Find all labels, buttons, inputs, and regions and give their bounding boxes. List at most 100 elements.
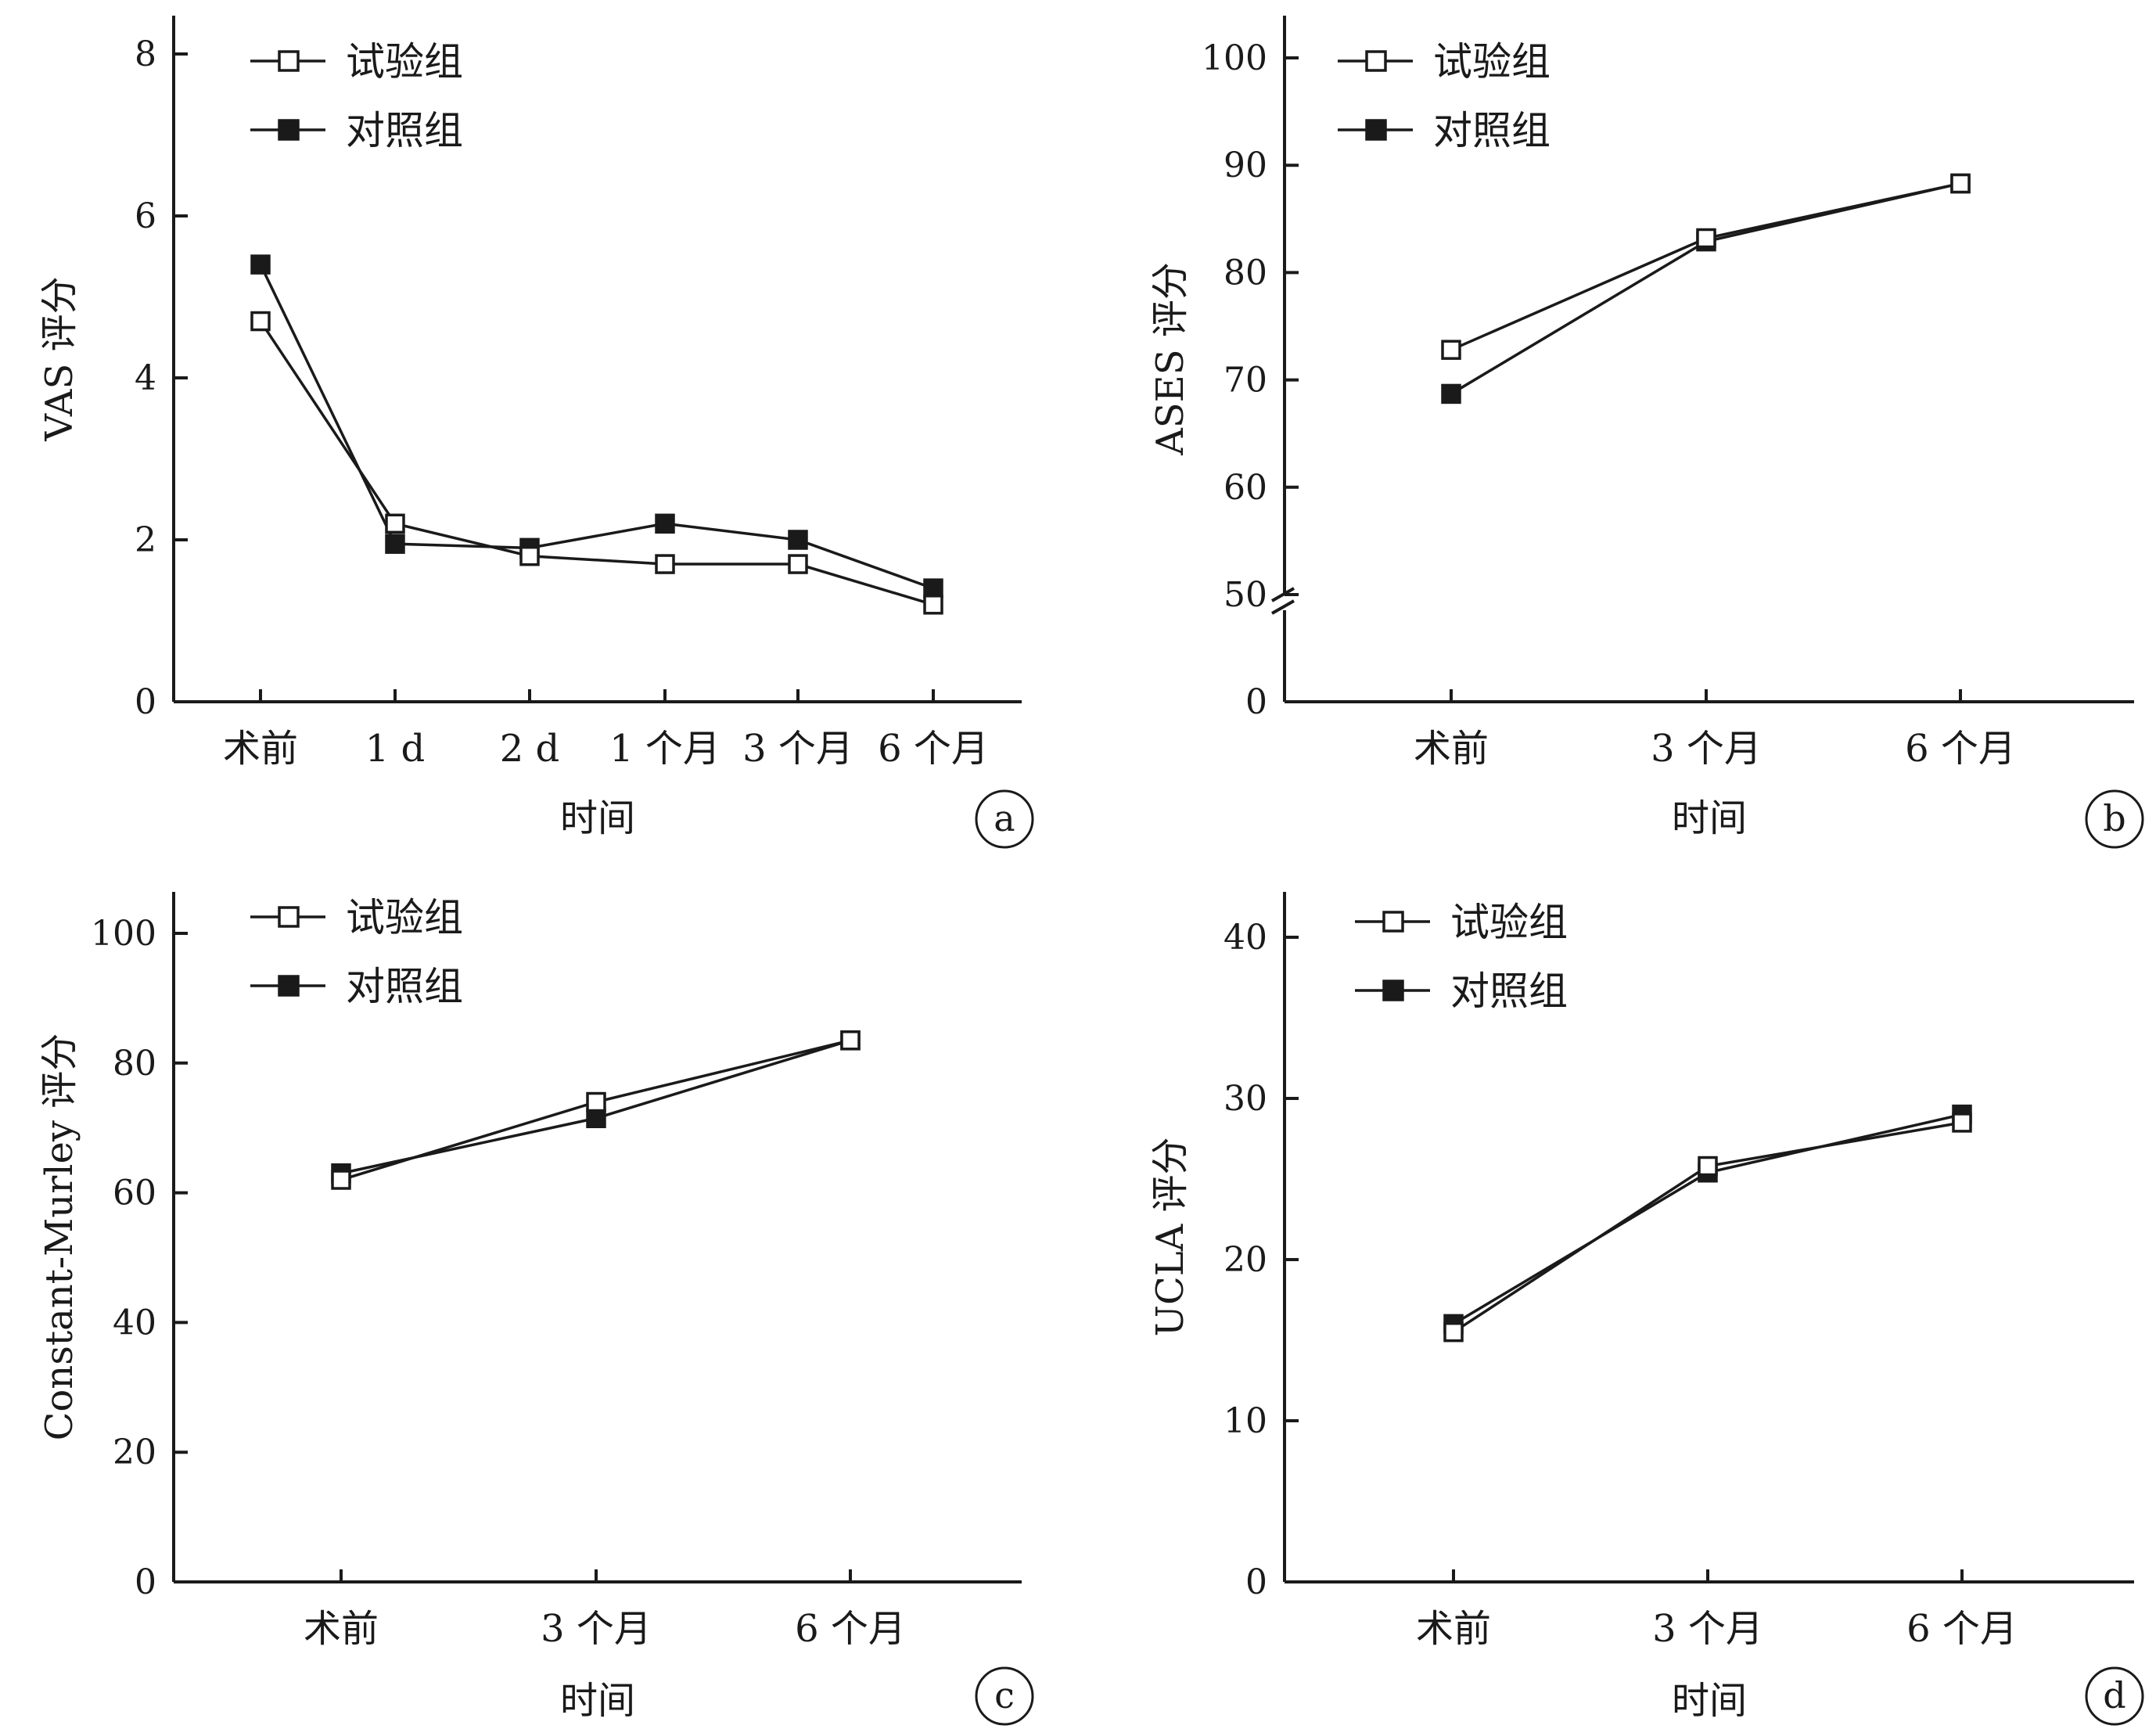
y-tick-label: 8 xyxy=(135,34,156,74)
control-point xyxy=(923,578,943,598)
experimental-point xyxy=(788,554,808,574)
axis-break-mark xyxy=(1271,587,1295,602)
x-tick-label: 术前 xyxy=(1414,727,1489,771)
x-tick-label: 6 个月 xyxy=(878,727,989,771)
panel-label-circle xyxy=(2085,1666,2144,1726)
axis-break-mark xyxy=(1271,599,1295,615)
control-point xyxy=(250,254,271,275)
y-tick-label: 20 xyxy=(1224,1240,1267,1280)
experimental-point xyxy=(519,545,540,566)
legend-marker-control xyxy=(1382,980,1404,1001)
y-tick-label: 50 xyxy=(1224,575,1267,615)
x-tick-label: 2 d xyxy=(500,727,560,771)
y-tick-label: 20 xyxy=(113,1432,156,1472)
y-axis-title: UCLA 评分 xyxy=(1148,1138,1192,1337)
x-axis-title: 时间 xyxy=(1672,1679,1747,1723)
experimental-point xyxy=(1443,1321,1464,1343)
x-axis-title: 时间 xyxy=(560,1679,635,1723)
x-tick-label: 6 个月 xyxy=(795,1607,906,1651)
experimental-point xyxy=(1696,228,1716,249)
series-line-experimental xyxy=(1450,182,1961,351)
y-tick-label: 2 xyxy=(135,520,156,560)
series-line-control xyxy=(1450,182,1961,395)
panel-label-circle xyxy=(975,789,1034,849)
legend-label: 对照组 xyxy=(1433,108,1551,153)
x-tick-label: 术前 xyxy=(1416,1607,1491,1651)
y-tick-label: 6 xyxy=(135,196,156,236)
y-tick-label: 80 xyxy=(113,1044,156,1084)
legend-marker-experimental xyxy=(1382,911,1404,933)
legend-marker-control xyxy=(278,119,300,141)
legend-label: 试验组 xyxy=(346,39,463,84)
x-tick-label: 术前 xyxy=(223,727,298,771)
experimental-point xyxy=(840,1030,861,1051)
x-tick-label: 3 个月 xyxy=(742,727,853,771)
y-tick-label: 100 xyxy=(1202,38,1267,78)
y-tick-label: 0 xyxy=(135,682,156,722)
legend-label: 对照组 xyxy=(1450,969,1568,1014)
y-tick-label: 70 xyxy=(1224,361,1267,401)
x-tick-label: 3 个月 xyxy=(1651,727,1762,771)
y-tick-label: 0 xyxy=(1245,682,1267,722)
y-tick-label: 40 xyxy=(113,1303,156,1343)
panel-label-circle xyxy=(2085,789,2144,849)
y-axis-title: VAS 评分 xyxy=(38,276,81,441)
control-point xyxy=(385,534,405,554)
legend-marker-control xyxy=(278,975,300,997)
experimental-point xyxy=(923,595,943,615)
y-tick-label: 30 xyxy=(1224,1079,1267,1119)
x-tick-label: 1 个月 xyxy=(609,727,720,771)
x-axis-title: 时间 xyxy=(1672,796,1747,840)
experimental-point xyxy=(1952,1113,1972,1133)
y-tick-label: 0 xyxy=(135,1562,156,1602)
panel-label: b xyxy=(2103,797,2125,839)
y-axis-title: Constant-Murley 评分 xyxy=(38,1033,81,1441)
panel-label: c xyxy=(994,1674,1015,1716)
experimental-point xyxy=(250,311,271,332)
control-point xyxy=(1441,383,1461,404)
y-tick-label: 4 xyxy=(135,358,156,398)
legend-label: 试验组 xyxy=(346,895,463,940)
experimental-point xyxy=(1441,340,1461,360)
legend-marker-experimental xyxy=(1365,50,1387,72)
y-tick-label: 60 xyxy=(1224,468,1267,508)
legend-marker-control xyxy=(1365,119,1387,141)
x-tick-label: 3 个月 xyxy=(1652,1607,1763,1651)
experimental-point xyxy=(1698,1156,1718,1177)
x-tick-label: 3 个月 xyxy=(541,1607,652,1651)
panel-label: a xyxy=(994,797,1015,839)
series-line-control xyxy=(259,264,934,590)
x-tick-label: 6 个月 xyxy=(1906,1607,2018,1651)
series-line-experimental xyxy=(259,320,934,606)
x-tick-label: 术前 xyxy=(304,1607,379,1651)
legend-label: 对照组 xyxy=(346,964,463,1009)
y-axis-title: ASES 评分 xyxy=(1148,262,1192,456)
series-line-control xyxy=(1453,1113,1963,1325)
x-tick-label: 6 个月 xyxy=(1905,727,2016,771)
legend-label: 试验组 xyxy=(1450,900,1568,945)
experimental-point xyxy=(655,554,675,574)
y-tick-label: 100 xyxy=(91,914,156,954)
legend-label: 对照组 xyxy=(346,108,463,153)
panel-label-circle xyxy=(975,1666,1034,1726)
control-point xyxy=(788,530,808,550)
series-line-experimental xyxy=(1453,1121,1963,1334)
experimental-point xyxy=(331,1170,351,1190)
y-tick-label: 40 xyxy=(1224,918,1267,958)
control-point xyxy=(655,513,675,534)
legend-label: 试验组 xyxy=(1433,39,1551,84)
experimental-point xyxy=(1950,173,1971,194)
x-tick-label: 1 d xyxy=(365,727,426,771)
panel-label: d xyxy=(2103,1674,2125,1716)
y-tick-label: 90 xyxy=(1224,146,1267,185)
experimental-point xyxy=(385,513,405,534)
y-tick-label: 60 xyxy=(113,1174,156,1213)
legend-marker-experimental xyxy=(278,906,300,928)
x-axis-title: 时间 xyxy=(560,796,635,840)
y-tick-label: 0 xyxy=(1245,1562,1267,1602)
